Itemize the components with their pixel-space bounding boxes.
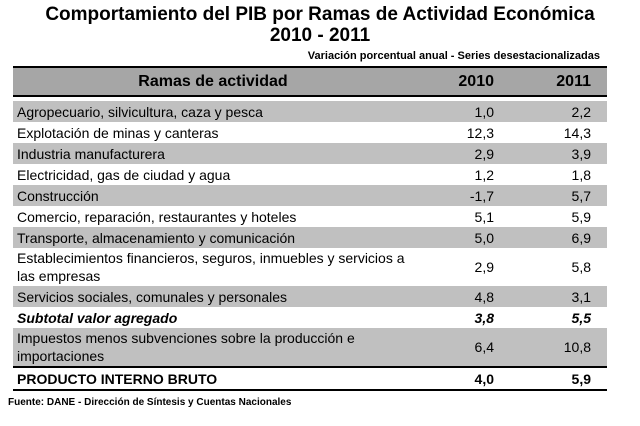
row-value-2011: 5,9 [510,366,607,391]
row-value-2010: 1,0 [413,101,510,122]
row-value-2011: 5,7 [510,185,607,206]
subtotal-row: Subtotal valor agregado 3,8 5,5 [13,307,607,328]
row-label: PRODUCTO INTERNO BRUTO [13,366,413,391]
row-value-2010: 3,8 [474,309,494,326]
row-value-2010: 4,8 [413,286,510,307]
row-value-2010: 6,4 [413,328,510,367]
row-value-2010: 5,0 [413,227,510,248]
row-value-2010: 4,0 [413,366,510,391]
total-row: PRODUCTO INTERNO BRUTO 4,0 5,9 [13,366,607,391]
row-value-2010: 12,3 [466,124,494,141]
row-value-2010: 5,1 [474,208,494,225]
row-value-2010: 1,2 [474,166,494,183]
row-label: Explotación de minas y canteras [17,124,219,141]
page-title: Comportamiento del PIB por Ramas de Acti… [0,4,640,46]
title-line-1: Comportamiento del PIB por Ramas de Acti… [45,4,595,25]
row-value-2011: 10,8 [510,328,607,367]
row-value-2011: 6,9 [510,227,607,248]
table-row: Impuestos menos subvenciones sobre la pr… [13,328,607,367]
row-label: Subtotal valor agregado [17,309,178,326]
title-line-2: 2010 - 2011 [269,25,371,46]
source-note: Fuente: DANE - Dirección de Síntesis y C… [8,397,292,408]
row-label: Construcción [13,185,413,206]
table-row: Comercio, reparación, restaurantes y hot… [13,206,607,227]
header-rama: Ramas de actividad [13,66,413,97]
table-row: Explotación de minas y canteras 12,3 14,… [13,122,607,143]
row-value-2011: 3,9 [510,143,607,164]
table-row: Agropecuario, silvicultura, caza y pesca… [13,101,607,122]
row-label: Electricidad, gas de ciudad y agua [17,166,231,183]
table-row: Industria manufacturera 2,9 3,9 [13,143,607,164]
row-value-2011: 14,3 [563,124,591,141]
row-value-2011: 2,2 [510,101,607,122]
row-value-2010: -1,7 [413,185,510,206]
table-row: Construcción -1,7 5,7 [13,185,607,206]
table-header-row: Ramas de actividad 2010 2011 [13,66,607,97]
row-value-2011: 5,8 [571,259,591,275]
header-2010: 2010 [413,66,510,97]
row-label: Agropecuario, silvicultura, caza y pesca [13,101,413,122]
row-value-2011: 5,5 [571,309,591,326]
row-value-2010: 2,9 [413,143,510,164]
row-value-2011: 5,9 [571,208,591,225]
table-subtitle: Variación porcentual anual - Series dese… [307,50,600,62]
row-value-2011: 1,8 [571,166,591,183]
row-value-2011: 3,1 [510,286,607,307]
row-value-2010: 2,9 [474,259,494,275]
row-label: Impuestos menos subvenciones sobre la pr… [13,328,413,367]
header-2011: 2011 [510,66,607,97]
row-label: Establecimientos financieros, seguros, i… [17,250,405,284]
table-row: Electricidad, gas de ciudad y agua 1,2 1… [13,164,607,185]
table-row: Transporte, almacenamiento y comunicació… [13,227,607,248]
row-label: Servicios sociales, comunales y personal… [13,286,413,307]
table-row: Servicios sociales, comunales y personal… [13,286,607,307]
row-label: Transporte, almacenamiento y comunicació… [13,227,413,248]
row-label: Comercio, reparación, restaurantes y hot… [17,208,297,225]
table-row: Establecimientos financieros, seguros, i… [13,248,607,286]
gdp-table: Ramas de actividad 2010 2011 Agropecuari… [13,66,607,391]
row-label: Industria manufacturera [13,143,413,164]
